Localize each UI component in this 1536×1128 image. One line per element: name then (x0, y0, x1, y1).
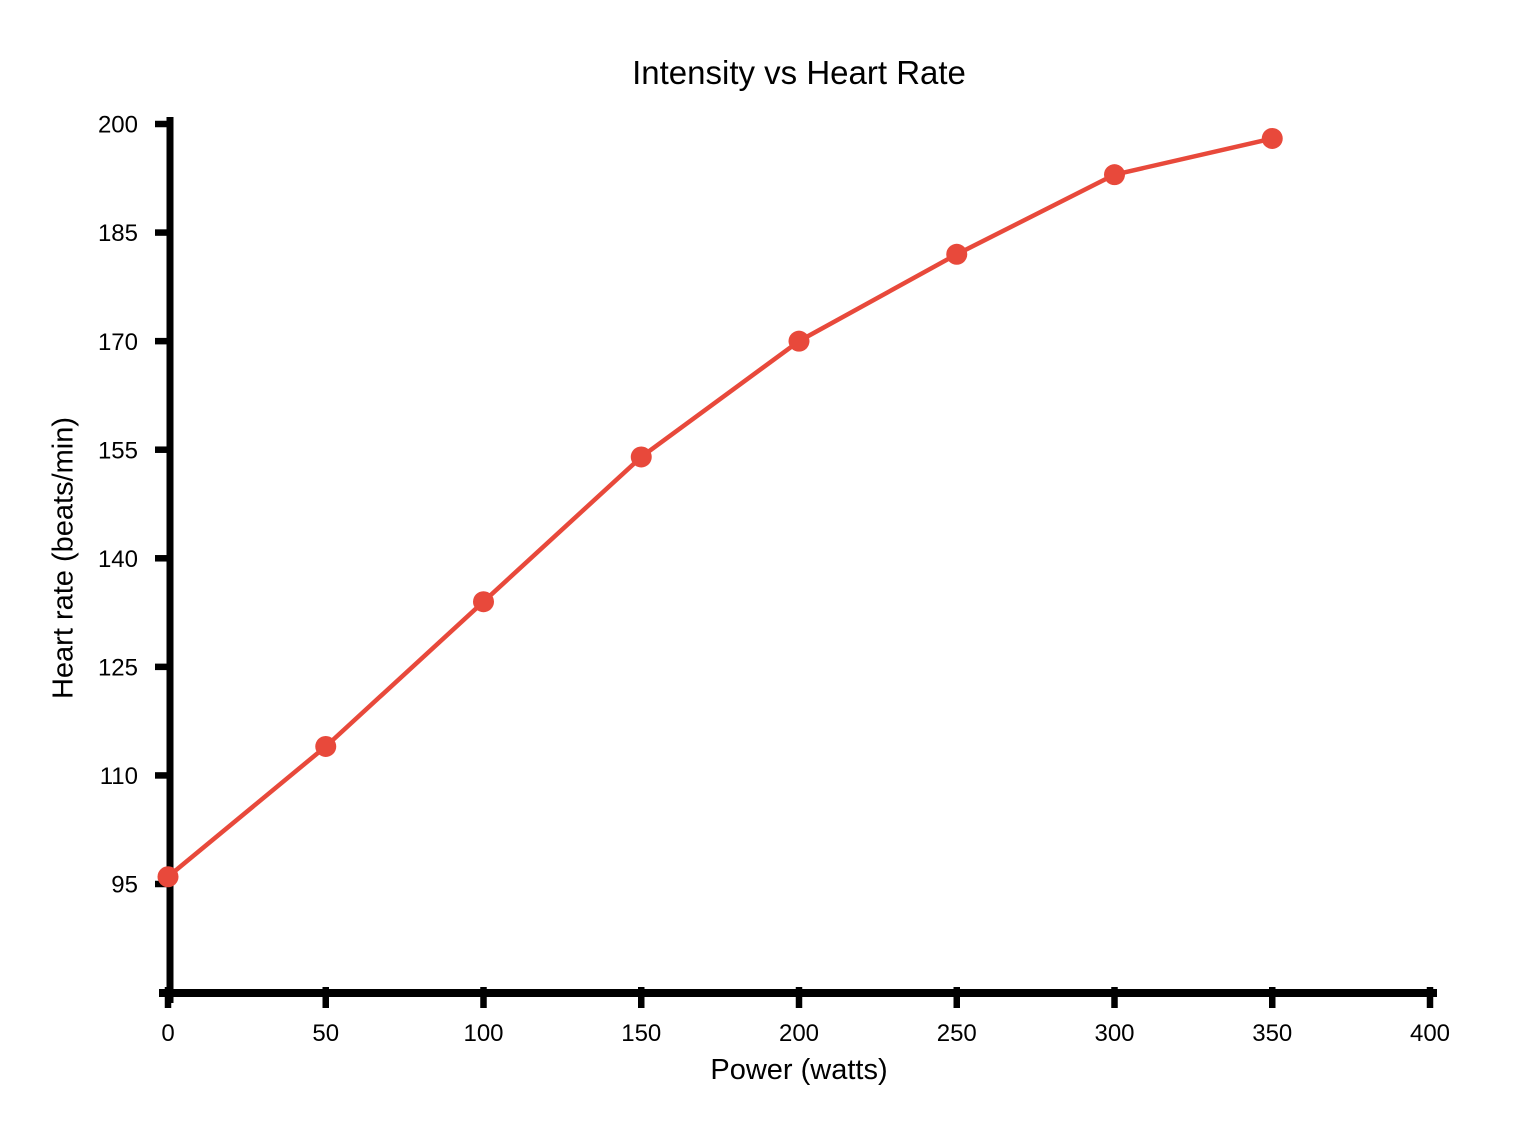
data-point-marker (1261, 127, 1283, 149)
x-axis-label: Power (watts) (710, 1054, 888, 1086)
x-tick-label: 250 (937, 1020, 977, 1047)
data-point-marker (630, 446, 652, 468)
data-point-marker (315, 735, 337, 757)
y-tick-label: 155 (98, 437, 138, 464)
x-tick-label: 200 (779, 1020, 819, 1047)
data-point-marker (157, 866, 179, 888)
x-tick-label: 350 (1252, 1020, 1292, 1047)
y-tick-label: 170 (98, 329, 138, 356)
y-tick-label: 95 (111, 872, 138, 899)
data-point-marker (946, 243, 968, 265)
data-point-marker (1104, 164, 1125, 186)
x-tick-label: 50 (312, 1020, 339, 1047)
y-tick-label: 200 (98, 112, 138, 139)
y-tick-label: 185 (98, 220, 138, 247)
y-tick-label: 125 (98, 654, 138, 681)
chart-title: Intensity vs Heart Rate (632, 54, 966, 91)
y-tick-label: 110 (100, 763, 138, 790)
x-tick-label: 0 (161, 1020, 174, 1047)
x-tick-label: 400 (1410, 1020, 1450, 1047)
data-point-marker (473, 591, 494, 613)
x-tick-label: 300 (1094, 1020, 1134, 1047)
series-line (165, 136, 1275, 880)
y-tick-label: 140 (98, 546, 138, 573)
data-point-marker (788, 330, 810, 352)
x-tick-label: 100 (463, 1020, 503, 1047)
x-tick-label: 150 (621, 1020, 661, 1047)
